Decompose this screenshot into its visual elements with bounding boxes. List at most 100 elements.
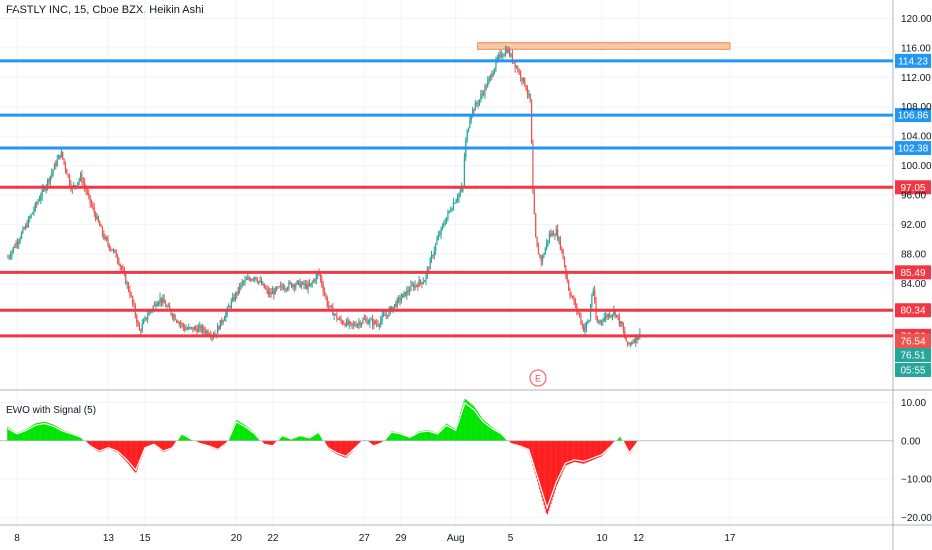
candle-body [269,292,271,295]
candle-body [251,279,253,281]
price-axis-tick-label: 112.00 [901,73,931,84]
candle-body [248,277,250,280]
candle-body [393,304,396,307]
candle-body [49,175,51,182]
candle-body [162,298,164,303]
candle-body [337,319,339,320]
candle-body [347,320,349,325]
ewo-axis-tick-label: −20.00 [901,513,932,524]
candle-body [569,289,571,296]
candle-body [472,109,474,116]
candle-body [328,305,330,307]
candle-body [132,296,134,303]
candle-body [252,278,254,280]
candle-body [528,93,530,95]
candle-body [463,157,466,187]
candle-body [355,325,357,327]
candle-body [141,323,143,331]
candle-body [307,283,309,289]
candle-body [278,286,280,288]
candle-body [18,241,20,244]
candle-body [447,212,449,218]
candle-body [547,240,549,243]
candle-body [432,255,434,257]
candle-body [74,185,76,186]
time-axis-tick-label: 20 [231,533,243,544]
candle-body [637,337,640,340]
candle-body [539,254,541,256]
candle-body [206,331,208,334]
candle-body [321,278,323,286]
candle-body [341,320,343,324]
candle-body [110,248,112,250]
candle-body [263,283,265,289]
time-axis-tick-label: 29 [395,533,407,544]
price-axis-tick-label: 108.00 [901,102,932,113]
candle-body [171,314,173,318]
candle-body [14,247,16,248]
candle-body [572,296,574,298]
candle-body [469,119,471,128]
ewo-signal-line [7,401,639,510]
candle-body [565,266,567,275]
candle-body [583,324,585,332]
candle-body [104,237,106,239]
candle-body [86,191,88,193]
candle-body [85,187,87,192]
candle-body [133,302,135,306]
candle-body [418,280,420,287]
candle-body [219,320,221,330]
candle-body [503,54,505,57]
candle-body [188,327,190,329]
resistance-zone [477,42,731,50]
candle-body [53,163,56,170]
candle-body [11,251,13,256]
candle-body [311,282,313,284]
candle-body [461,187,463,192]
price-tag-bg [895,53,931,68]
candle-body [417,285,419,287]
candle-body [111,249,113,251]
candle-body [19,238,21,242]
candle-body [491,74,493,77]
candle-body [561,248,563,250]
candle-body [30,214,32,218]
candle-body [192,327,194,331]
time-axis-tick-label: Aug [447,533,465,544]
candle-body [558,238,560,240]
candle-body [244,279,246,282]
candle-body [256,279,258,283]
candle-body [580,316,582,324]
candle-body [155,303,157,307]
candle-body [439,234,441,236]
candle-body [249,279,252,281]
candle-body [267,289,269,295]
candle-body [360,323,363,326]
candle-body [280,285,282,287]
candle-body [160,297,163,303]
candle-body [63,158,65,164]
candle-body [606,315,608,318]
candle-body [370,319,372,321]
candle-body [200,325,202,332]
time-axis-tick-label: 27 [359,533,371,544]
candle-body [615,314,618,316]
candle-body [340,318,342,321]
candle-body [67,174,69,177]
candle-body [441,225,444,228]
time-axis-tick-label: 15 [139,533,151,544]
last-price-tag-label: 76.51 [900,351,925,362]
candle-body [474,103,476,111]
price-tag-label: 80.34 [900,306,925,317]
candle-body [254,277,256,279]
candle-body [407,290,409,292]
candle-body [411,285,413,286]
price-tag-label: 85.49 [900,268,925,279]
candle-body [237,287,239,295]
candle-body [297,280,300,282]
candle-body [609,314,611,317]
candle-body [101,226,104,235]
candle-body [562,249,564,260]
candle-body [84,183,86,188]
